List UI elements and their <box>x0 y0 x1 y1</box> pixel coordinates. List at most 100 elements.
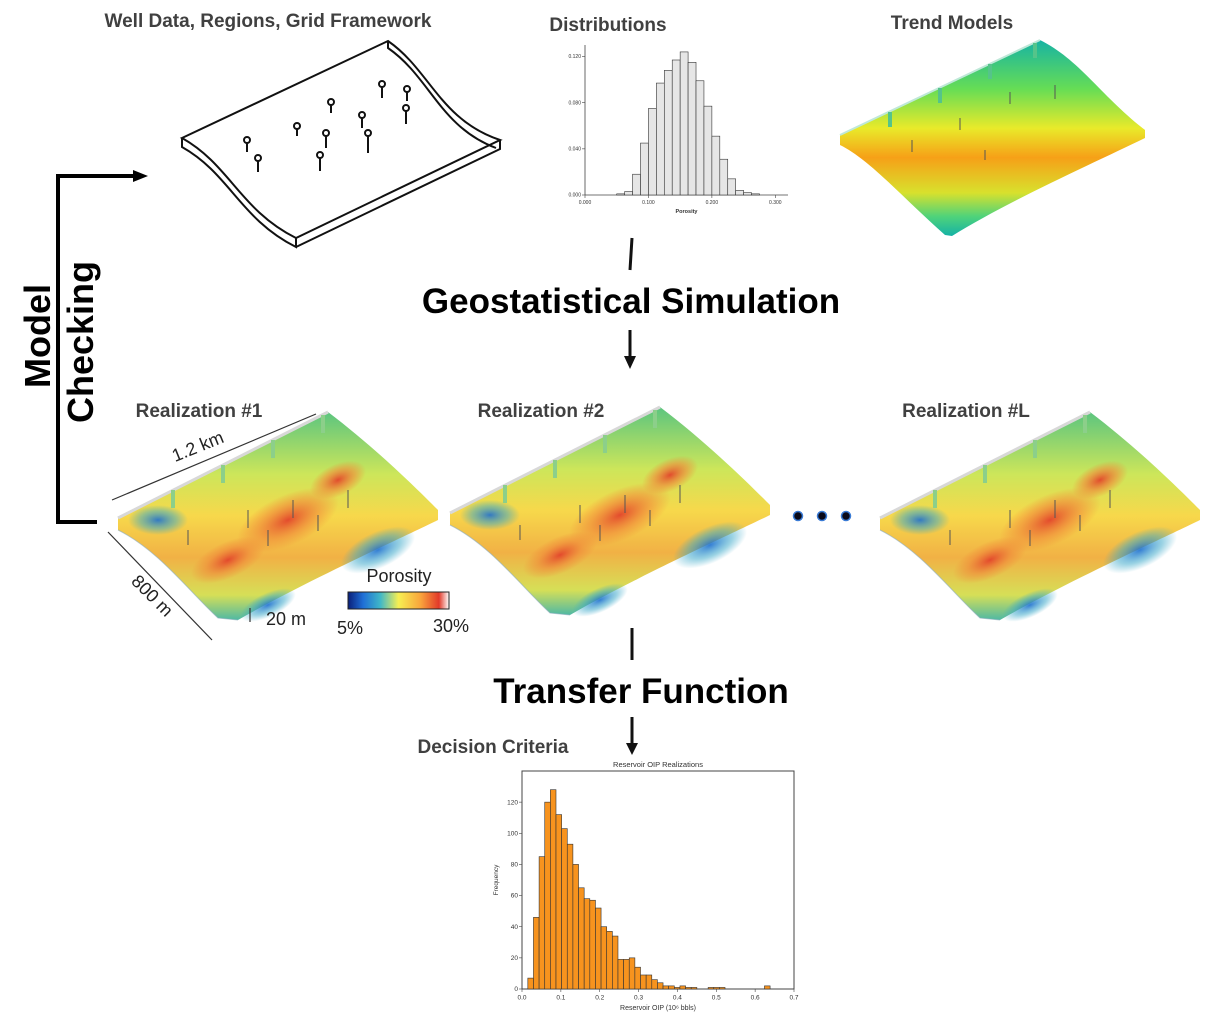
y-tick-label: 40 <box>511 924 519 931</box>
histogram-bar <box>617 959 624 990</box>
arrow-transfer-to-decision <box>626 717 638 755</box>
histogram-bar <box>679 51 689 196</box>
realization-2-title: Realization #2 <box>478 401 605 422</box>
histogram-bar <box>751 193 760 196</box>
colorbar-title: Porosity <box>366 566 431 586</box>
histogram-bar <box>550 789 557 990</box>
realization-2-model <box>448 405 772 626</box>
thickness-dimension: 20 m <box>266 609 306 629</box>
arrow-dist-to-sim <box>628 237 634 271</box>
histogram-bar <box>606 931 613 990</box>
checking-label: Checking <box>60 261 101 423</box>
x-tick-label: 0.3 <box>634 995 643 1002</box>
geostatistical-simulation-title: Geostatistical Simulation <box>422 282 840 321</box>
trend-models-title: Trend Models <box>891 13 1013 34</box>
histogram-bar <box>690 987 698 990</box>
decision-criteria-title: Decision Criteria <box>418 737 569 758</box>
x-tick-label: 0.100 <box>642 200 655 206</box>
y-tick-label: 100 <box>507 830 518 837</box>
histogram-bar <box>662 985 669 990</box>
histogram-bar <box>640 974 647 990</box>
histogram-bar <box>578 887 585 990</box>
histogram-bar <box>679 985 686 990</box>
histogram-bar <box>713 987 720 990</box>
ellipsis-dots <box>792 510 852 522</box>
histogram-bar <box>685 987 692 990</box>
histogram-bar <box>538 856 546 990</box>
histogram-bar <box>711 135 721 196</box>
histogram-bar <box>612 935 619 990</box>
porosity-histogram: 0.000 0.100 0.200 0.300 0.000 0.040 0.080 0.120… <box>568 45 788 215</box>
histogram-bar <box>628 957 636 990</box>
histogram-bar <box>600 926 608 990</box>
realization-1-title: Realization #1 <box>136 401 263 422</box>
dimension-lines <box>107 413 317 641</box>
histogram-bar <box>703 105 713 196</box>
x-tick-label: 0.300 <box>769 200 782 206</box>
x-axis-title: Porosity <box>675 209 698 215</box>
histogram-bar <box>651 979 658 990</box>
y-axis-title: Frequency <box>493 864 500 895</box>
histogram-bar <box>583 898 591 990</box>
histogram-bar <box>616 193 625 196</box>
histogram-bar <box>719 987 726 990</box>
y-tick-label: 0.040 <box>568 147 581 153</box>
x-tick-label: 0.000 <box>579 200 592 206</box>
histogram-bar <box>572 864 579 990</box>
histogram-bar <box>561 828 568 990</box>
distributions-title: Distributions <box>549 15 666 36</box>
histogram-bar <box>640 142 649 196</box>
histogram-bar <box>657 982 664 990</box>
loop-arrowhead <box>133 170 148 182</box>
histogram-bar <box>632 173 641 196</box>
y-tick-label: 60 <box>511 893 519 900</box>
histogram-bar <box>674 987 681 990</box>
trend-model-surface <box>839 39 1145 236</box>
x-tick-label: 0.0 <box>517 995 526 1002</box>
histogram-bar <box>624 191 633 196</box>
histogram-bar <box>695 80 705 196</box>
histogram-bar <box>727 178 736 196</box>
x-tick-label: 0.5 <box>712 995 721 1002</box>
colorbar-max: 30% <box>433 616 469 636</box>
histogram-bar <box>623 959 630 990</box>
x-tick-label: 0.200 <box>706 200 719 206</box>
oip-histogram: 0.0 0.1 0.2 0.3 0.4 0.5 0.6 0.7 0 20 40 60 80 100 120 R… <box>493 760 799 1012</box>
chart-title: Reservoir OIP Realizations <box>613 760 703 769</box>
arrow-sim-to-realizations <box>624 330 636 369</box>
histogram-bar <box>764 985 771 990</box>
histogram-bar <box>533 917 540 990</box>
model-checking-loop-arrow <box>56 174 135 524</box>
histogram-bar <box>527 977 534 990</box>
histogram-bar <box>589 899 596 990</box>
x-tick-label: 0.1 <box>556 995 565 1002</box>
y-tick-label: 0.120 <box>568 54 581 60</box>
x-axis-title: Reservoir OIP (10⁶ bbls) <box>620 1005 696 1012</box>
histogram-bar <box>566 843 574 990</box>
y-tick-label: 0.080 <box>568 100 581 106</box>
y-tick-label: 0 <box>514 986 518 993</box>
x-tick-label: 0.2 <box>595 995 604 1002</box>
well-markers <box>243 80 411 172</box>
histogram-bar <box>648 108 657 196</box>
histogram-bar <box>595 907 602 990</box>
histogram-bar <box>719 158 729 196</box>
x-tick-label: 0.6 <box>751 995 760 1002</box>
histogram-bar <box>707 987 715 990</box>
porosity-colorbar <box>347 591 450 610</box>
histogram-bar <box>735 190 744 196</box>
histogram-bar <box>634 966 641 990</box>
histogram-bar <box>668 985 675 990</box>
x-tick-label: 0.7 <box>789 995 798 1002</box>
colorbar-min: 5% <box>337 618 363 638</box>
y-tick-label: 0.000 <box>568 193 581 199</box>
well-data-title: Well Data, Regions, Grid Framework <box>105 11 432 32</box>
histogram-bar <box>743 192 752 196</box>
y-tick-label: 120 <box>507 799 518 806</box>
histogram-bar <box>645 974 653 990</box>
model-label: Model <box>17 284 58 388</box>
y-tick-label: 20 <box>511 955 519 962</box>
x-tick-label: 0.4 <box>673 995 682 1002</box>
